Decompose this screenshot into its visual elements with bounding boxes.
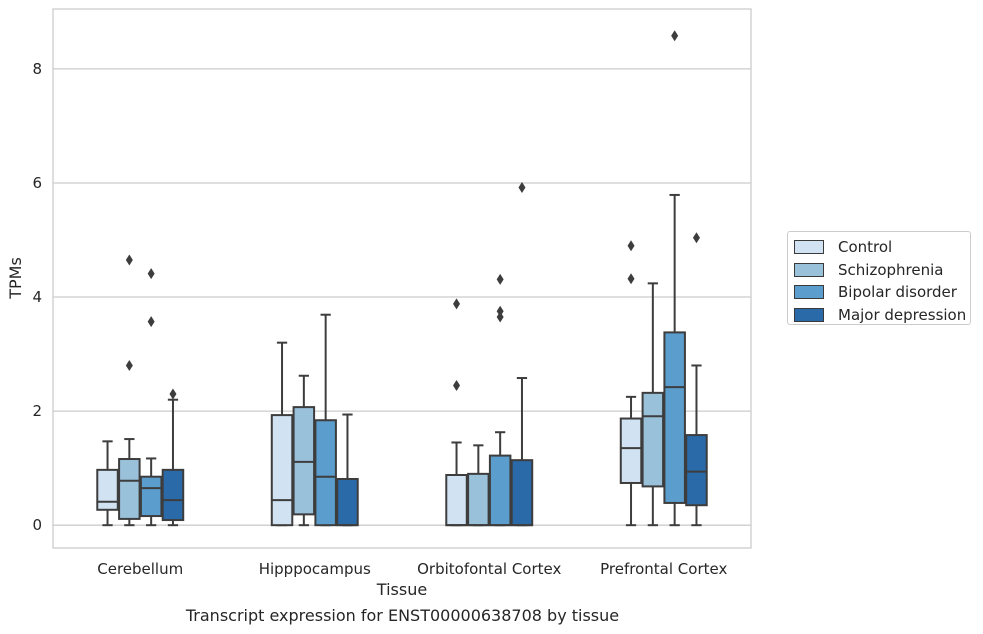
box-control-hipppocampus — [270, 341, 294, 527]
iqr-box — [314, 419, 337, 527]
legend-label-schizophrenia: Schizophrenia — [838, 260, 944, 279]
box-schizophrenia-cerebellum — [118, 254, 141, 527]
box-control-orbitofontal-cortex — [445, 298, 468, 527]
legend-label-bipolar-disorder: Bipolar disorder — [838, 283, 957, 302]
iqr-box — [118, 458, 141, 520]
outlier-point — [125, 254, 133, 266]
legend-item-schizophrenia: Schizophrenia — [794, 259, 964, 282]
outlier-point — [125, 359, 133, 371]
outlier-point — [627, 240, 635, 252]
outlier-point — [453, 379, 461, 391]
outlier-point — [147, 316, 155, 328]
iqr-box — [467, 472, 490, 527]
legend-item-bipolar-disorder: Bipolar disorder — [794, 281, 964, 304]
x-tick-label-orbitofontal-cortex: Orbitofontal Cortex — [417, 560, 561, 578]
y-tick-label-2: 2 — [32, 402, 42, 420]
outlier-point — [496, 305, 504, 317]
outlier-point — [453, 298, 461, 310]
iqr-box — [445, 473, 468, 527]
legend-swatch-bipolar-disorder — [794, 285, 824, 300]
legend-item-control: Control — [794, 236, 964, 259]
box-schizophrenia-hipppocampus — [292, 374, 316, 527]
iqr-box — [619, 417, 643, 484]
box-major-depression-cerebellum — [161, 388, 185, 527]
iqr-box — [96, 468, 119, 511]
legend-swatch-control — [794, 240, 824, 255]
y-tick-label-0: 0 — [32, 516, 42, 534]
x-tick-labels: Cerebellum Hipppocampus Orbitofontal Corte… — [97, 560, 727, 578]
y-tick-label-6: 6 — [32, 174, 42, 192]
legend-swatch-schizophrenia — [794, 262, 824, 277]
outlier-point — [671, 30, 679, 42]
y-tick-labels: 0 2 4 6 8 — [32, 60, 42, 534]
y-axis-label: TPMs — [6, 257, 25, 300]
legend: Control Schizophrenia Bipolar disorder M… — [787, 231, 971, 325]
x-tick-label-hipppocampus: Hipppocampus — [259, 560, 371, 578]
y-tick-label-4: 4 — [32, 288, 42, 306]
outlier-point — [627, 273, 635, 285]
iqr-box — [161, 468, 185, 522]
box-bipolar-disorder-hipppocampus — [314, 313, 337, 527]
plot-frame — [52, 8, 752, 549]
outlier-point — [147, 268, 155, 280]
y-tick-label-8: 8 — [32, 60, 42, 78]
outlier-point — [518, 182, 526, 194]
iqr-box — [139, 475, 163, 518]
box-major-depression-orbitofontal-cortex — [510, 182, 534, 527]
outlier-point — [169, 388, 177, 400]
x-axis-label: Tissue — [376, 580, 427, 599]
box-bipolar-disorder-prefrontal-cortex — [663, 30, 686, 527]
box-schizophrenia-orbitofontal-cortex — [467, 444, 490, 527]
box-control-cerebellum — [96, 440, 119, 527]
iqr-box — [510, 459, 534, 527]
box-major-depression-hipppocampus — [336, 413, 359, 527]
iqr-box — [685, 434, 708, 507]
legend-label-control: Control — [838, 238, 893, 257]
outlier-point — [692, 232, 700, 244]
iqr-box — [488, 454, 512, 527]
legend-swatch-major-depression — [794, 307, 824, 322]
box-control-prefrontal-cortex — [619, 240, 643, 527]
box-major-depression-prefrontal-cortex — [685, 232, 708, 527]
box-bipolar-disorder-cerebellum — [139, 268, 163, 527]
outlier-point — [496, 273, 504, 285]
box-schizophrenia-prefrontal-cortex — [641, 282, 665, 527]
iqr-box — [641, 391, 665, 488]
boxes-layer — [96, 30, 708, 527]
x-tick-label-cerebellum: Cerebellum — [97, 560, 183, 578]
outlier-point — [496, 311, 504, 323]
box-bipolar-disorder-orbitofontal-cortex — [488, 273, 512, 527]
legend-item-major-depression: Major depression — [794, 304, 967, 327]
iqr-box — [336, 477, 359, 527]
chart-title: Transcript expression for ENST0000063870… — [185, 606, 620, 625]
legend-label-major-depression: Major depression — [838, 305, 967, 324]
x-tick-label-prefrontal-cortex: Prefrontal Cortex — [600, 560, 727, 578]
iqr-box — [292, 406, 316, 516]
iqr-box — [270, 414, 294, 527]
iqr-box — [663, 331, 686, 504]
